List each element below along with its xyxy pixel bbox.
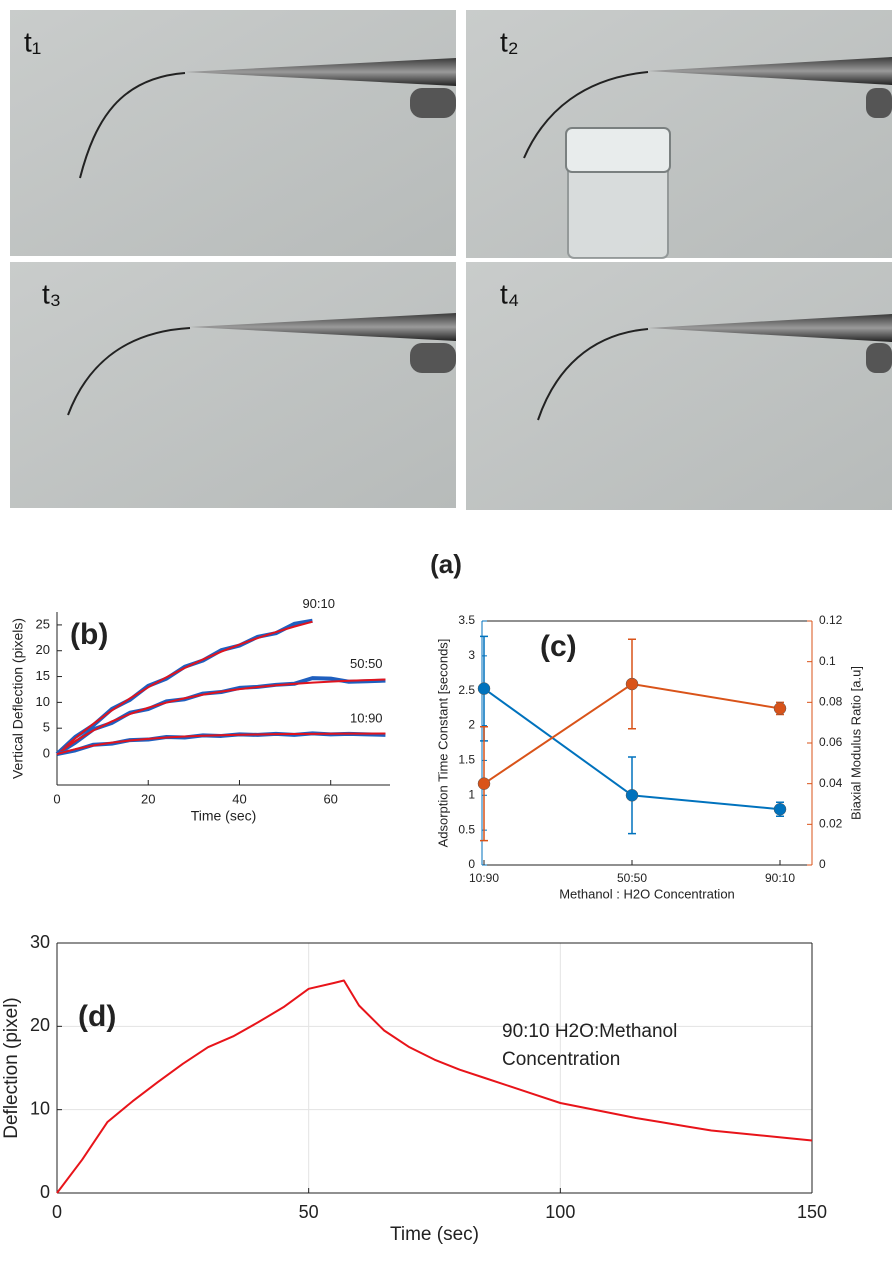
x-tick-label: 0: [52, 1202, 62, 1222]
point: [478, 683, 490, 695]
y-tick-label: 20: [30, 1015, 50, 1035]
x-axis-label: Time (sec): [191, 808, 257, 824]
y2-tick-label: 0.12: [819, 613, 843, 627]
y-tick-label: 2: [468, 718, 475, 732]
photo-2: t₂: [466, 10, 892, 258]
x-tick-label: 50:50: [617, 871, 647, 885]
x-axis-label: Methanol : H2O Concentration: [559, 886, 735, 901]
annotation: 90:10: [302, 596, 335, 611]
annotation: 50:50: [350, 656, 383, 671]
y-tick-label: 2.5: [458, 683, 475, 697]
x-tick-label: 90:10: [765, 871, 795, 885]
y-tick-label: 30: [30, 932, 50, 952]
figure: t₁ t₂ t₃ t₄ (a) 05101520250204060Time (s…: [0, 0, 892, 1262]
x-axis-label: Time (sec): [390, 1224, 479, 1245]
y-axis-label: Adsorption Time Constant [seconds]: [435, 639, 450, 848]
y-tick-label: 0.5: [458, 822, 475, 836]
panel-label: (c): [540, 630, 577, 663]
y-tick-label: 0: [43, 745, 50, 760]
y2-tick-label: 0: [819, 857, 826, 871]
panel-label: (b): [70, 618, 108, 651]
y-tick-label: 10: [30, 1098, 50, 1118]
annotation: 90:10 H2O:Methanol: [502, 1021, 677, 1042]
x-tick-label: 10:90: [469, 871, 499, 885]
y-tick-label: 25: [36, 616, 50, 631]
y2-tick-label: 0.1: [819, 654, 836, 668]
point: [626, 678, 638, 690]
series-line: [57, 981, 812, 1194]
y2-tick-label: 0.06: [819, 735, 843, 749]
photo-label: t₂: [500, 26, 519, 57]
photo-label: t₁: [24, 26, 41, 57]
photo-label: t₄: [500, 278, 519, 309]
y2-tick-label: 0.04: [819, 776, 843, 790]
y-tick-label: 10: [36, 694, 50, 709]
y-tick-label: 1.5: [458, 753, 475, 767]
y2-tick-label: 0.08: [819, 695, 843, 709]
y-tick-label: 3.5: [458, 613, 475, 627]
x-tick-label: 150: [797, 1202, 827, 1222]
y-tick-label: 5: [43, 720, 50, 735]
x-tick-label: 100: [545, 1202, 575, 1222]
photo-label: t₃: [42, 278, 61, 309]
photo-3: t₃: [10, 262, 456, 508]
annotation: Concentration: [502, 1049, 620, 1070]
y2-tick-label: 0.02: [819, 817, 843, 831]
x-tick-label: 0: [53, 791, 60, 806]
point: [774, 803, 786, 815]
x-tick-label: 60: [323, 791, 337, 806]
point: [478, 778, 490, 790]
y-axis-label: Vertical Deflection (pixels): [10, 618, 26, 779]
y-tick-label: 15: [36, 668, 50, 683]
photo-1: t₁: [10, 10, 456, 256]
y-tick-label: 0: [468, 857, 475, 871]
y-tick-label: 3: [468, 648, 475, 662]
y-tick-label: 1: [468, 787, 475, 801]
panel-label: (d): [78, 1000, 116, 1033]
y-tick-label: 20: [36, 642, 50, 657]
point: [626, 789, 638, 801]
y-tick-label: 0: [40, 1182, 50, 1202]
y-axis-label: Deflection (pixel): [1, 997, 22, 1139]
point: [774, 702, 786, 714]
y2-axis-label: Biaxial Modulus Ratio [a.u]: [848, 666, 863, 820]
caption: (a): [430, 549, 462, 579]
photo-4: t₄: [466, 262, 892, 510]
x-tick-label: 50: [299, 1202, 319, 1222]
x-tick-label: 20: [141, 791, 155, 806]
annotation: 10:90: [350, 710, 383, 725]
x-tick-label: 40: [232, 791, 246, 806]
page: t₁ t₂ t₃ t₄ (a) 05101520250204060Time (s…: [0, 0, 892, 1262]
